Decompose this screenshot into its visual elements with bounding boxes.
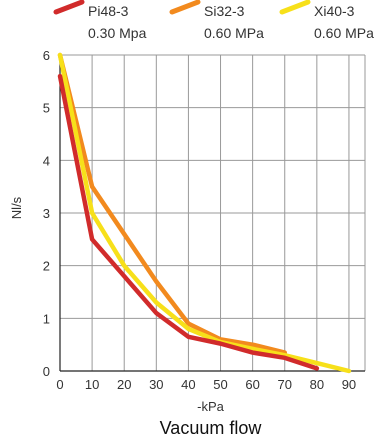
axes	[59, 55, 365, 372]
labels: 0 10 20 30 40 50 60 70 80 90 0 1 2 3 4 5 6 -kPa Nl/s Vacuum…	[9, 48, 356, 438]
legend-series-pressure: 0.60 MPa	[204, 25, 264, 41]
legend-series-pressure: 0.60 MPa	[314, 25, 374, 41]
legend-series-name: Si32-3	[204, 3, 245, 19]
series-layer	[57, 52, 352, 374]
x-tick-label: 90	[342, 377, 356, 392]
y-tick-label: 2	[43, 259, 50, 274]
y-tick-label: 6	[43, 48, 50, 63]
legend-series-name: Xi40-3	[314, 3, 355, 19]
legend-swatch	[53, 0, 85, 15]
x-tick-label: 40	[181, 377, 195, 392]
y-tick-label: 3	[43, 206, 50, 221]
y-tick-label: 5	[43, 101, 50, 116]
x-tick-label: 60	[245, 377, 259, 392]
chart-caption: Vacuum flow	[160, 418, 263, 438]
x-tick-label: 70	[278, 377, 292, 392]
x-axis-title: -kPa	[197, 399, 225, 414]
x-tick-label: 20	[117, 377, 131, 392]
series-line-Pi48-3	[57, 73, 320, 371]
y-tick-label: 1	[43, 311, 50, 326]
series-line-Xi40-3	[57, 52, 352, 374]
x-tick-label: 80	[310, 377, 324, 392]
x-tick-label: 10	[85, 377, 99, 392]
series-line-Si32-3	[57, 52, 287, 355]
y-tick-label: 0	[43, 364, 50, 379]
x-tick-label: 50	[213, 377, 227, 392]
grid	[60, 54, 366, 371]
legend-swatch	[279, 0, 311, 15]
x-tick-label: 0	[56, 377, 63, 392]
legend-swatch	[169, 0, 201, 15]
y-axis-title: Nl/s	[9, 196, 24, 219]
y-tick-label: 4	[43, 153, 50, 168]
legend-series-name: Pi48-3	[88, 3, 129, 19]
legend: Pi48-3 0.30 Mpa Si32-3 0.60 MPa Xi40-3 0.60 M…	[53, 0, 374, 41]
x-tick-label: 30	[149, 377, 163, 392]
legend-series-pressure: 0.30 Mpa	[88, 25, 147, 41]
